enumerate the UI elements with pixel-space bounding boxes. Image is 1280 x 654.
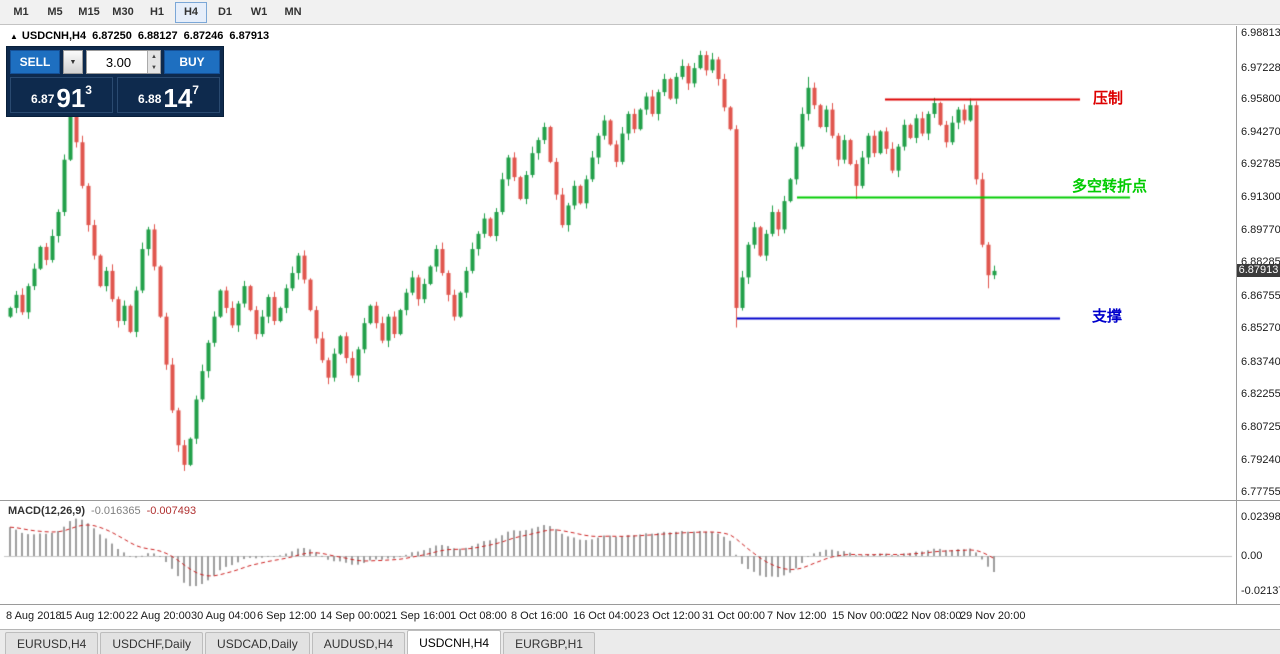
ohlc-high: 6.88127 <box>137 30 178 42</box>
one-click-trading-panel: SELL ▼ ▲ ▼ BUY 6.87 91 3 6.88 14 7 <box>6 46 224 117</box>
current-price-tag: 6.87913 <box>1237 263 1280 277</box>
price-axis-label: 6.83740 <box>1241 355 1280 368</box>
time-axis-label: 22 Nov 08:00 <box>896 610 962 622</box>
time-axis-label: 21 Sep 16:00 <box>385 610 451 622</box>
volume-input[interactable] <box>87 51 160 73</box>
macd-signal-value: -0.007493 <box>146 505 197 517</box>
chart-macd-divider[interactable] <box>0 500 1280 501</box>
timeframe-button-m15[interactable]: M15 <box>78 6 100 18</box>
timeframe-toolbar: M1 M5 M15 M30 H1 H4 D1 W1 MN <box>0 0 1280 25</box>
annotation-label-2[interactable]: 支撑 <box>1092 308 1123 325</box>
ask-price-head: 6.88 <box>138 92 162 106</box>
ohlc-close: 6.87913 <box>229 30 270 42</box>
time-axis-label: 15 Nov 00:00 <box>832 610 898 622</box>
bid-price-box[interactable]: 6.87 91 3 <box>10 77 113 113</box>
ohlc-open: 6.87250 <box>92 30 132 42</box>
timeframe-button-h1[interactable]: H1 <box>149 6 165 18</box>
volume-spinner[interactable]: ▲ ▼ <box>147 51 160 73</box>
time-axis-label: 14 Sep 00:00 <box>320 610 386 622</box>
ask-price-sup: 7 <box>192 83 199 97</box>
spinner-up-icon[interactable]: ▲ <box>151 53 157 60</box>
buy-button[interactable]: BUY <box>164 50 220 74</box>
time-axis-label: 23 Oct 12:00 <box>637 610 700 622</box>
macd-axis-label: 0.00 <box>1241 550 1263 562</box>
price-axis-label: 6.92785 <box>1241 158 1280 171</box>
macd-indicator-label: MACD(12,26,9) -0.016365 -0.007493 <box>8 505 196 517</box>
time-axis-label: 16 Oct 04:00 <box>573 610 636 622</box>
chart-tab-eurgbp-h1[interactable]: EURGBP,H1 <box>503 632 595 654</box>
macd-bottom-divider <box>0 604 1280 605</box>
time-axis-label: 30 Aug 04:00 <box>191 610 256 622</box>
volume-field-wrap: ▲ ▼ <box>86 50 161 74</box>
volume-dropdown-button[interactable]: ▼ <box>63 50 83 74</box>
sell-button[interactable]: SELL <box>10 50 60 74</box>
price-axis-label: 6.95800 <box>1241 92 1280 105</box>
time-axis-label: 8 Oct 16:00 <box>511 610 568 622</box>
time-axis-label: 8 Aug 2018 <box>6 610 62 622</box>
chart-tab-usdcnh-h4[interactable]: USDCNH,H4 <box>407 630 502 654</box>
price-axis-label: 6.85270 <box>1241 322 1280 335</box>
time-axis-label: 22 Aug 20:00 <box>126 610 191 622</box>
price-axis-label: 6.98813 <box>1241 27 1280 39</box>
time-axis-label: 31 Oct 00:00 <box>702 610 765 622</box>
macd-name: MACD(12,26,9) <box>8 505 86 517</box>
timeframe-button-m30[interactable]: M30 <box>112 6 134 18</box>
time-axis-label: 6 Sep 12:00 <box>257 610 317 622</box>
timeframe-button-mn[interactable]: MN <box>284 6 302 18</box>
timeframe-button-h4[interactable]: H4 <box>175 1 207 23</box>
timeframe-button-w1[interactable]: W1 <box>250 6 268 18</box>
chart-tab-usdchf-daily[interactable]: USDCHF,Daily <box>100 632 204 654</box>
price-axis-label: 6.86755 <box>1241 289 1280 302</box>
timeframe-button-m5[interactable]: M5 <box>47 6 63 18</box>
chart-tab-eurusd-h4[interactable]: EURUSD,H4 <box>5 632 99 654</box>
price-axis-border <box>1236 26 1237 604</box>
spinner-down-icon[interactable]: ▼ <box>151 64 157 71</box>
chart-tab-bar: EURUSD,H4 USDCHF,Daily USDCAD,Daily AUDUSD,… <box>0 629 1280 654</box>
time-axis-label: 7 Nov 12:00 <box>767 610 827 622</box>
timeframe-button-m1[interactable]: M1 <box>13 6 29 18</box>
ask-price-box[interactable]: 6.88 14 7 <box>117 77 220 113</box>
price-axis-label: 6.97228 <box>1241 61 1280 74</box>
annotation-label-0[interactable]: 压制 <box>1093 90 1124 107</box>
ask-price-big: 14 <box>163 83 193 113</box>
chart-ohlc-readout: ▲ USDCNH,H4 6.87250 6.88127 6.87246 6.87… <box>10 30 269 42</box>
price-axis-label: 6.79240 <box>1241 453 1280 466</box>
ohlc-low: 6.87246 <box>183 30 224 42</box>
bid-price-big: 91 <box>56 83 86 113</box>
price-axis-label: 6.77755 <box>1241 486 1280 498</box>
chart-marker-icon: ▲ <box>10 31 18 41</box>
price-axis-label: 6.80725 <box>1241 421 1280 434</box>
price-axis-label: 6.82255 <box>1241 387 1280 400</box>
macd-main-value: -0.016365 <box>91 505 141 517</box>
macd-axis-label: 0.02398 <box>1241 511 1280 523</box>
chart-tab-usdcad-daily[interactable]: USDCAD,Daily <box>205 632 310 654</box>
time-axis-label: 1 Oct 08:00 <box>450 610 507 622</box>
macd-axis-label: -0.02137 <box>1241 584 1280 597</box>
time-axis-label: 15 Aug 12:00 <box>60 610 125 622</box>
timeframe-button-d1[interactable]: D1 <box>217 6 233 18</box>
price-axis-label: 6.94270 <box>1241 126 1280 139</box>
time-axis-label: 29 Nov 20:00 <box>960 610 1026 622</box>
ohlc-symbol: USDCNH,H4 <box>21 30 87 42</box>
price-axis-label: 6.91300 <box>1241 190 1280 203</box>
bid-price-head: 6.87 <box>31 92 55 106</box>
chart-tab-audusd-h4[interactable]: AUDUSD,H4 <box>311 632 406 654</box>
annotation-label-1[interactable]: 多空转折点 <box>1072 178 1148 195</box>
bid-price-sup: 3 <box>85 83 92 97</box>
chevron-down-icon: ▼ <box>69 58 77 66</box>
price-axis-label: 6.89770 <box>1241 224 1280 237</box>
